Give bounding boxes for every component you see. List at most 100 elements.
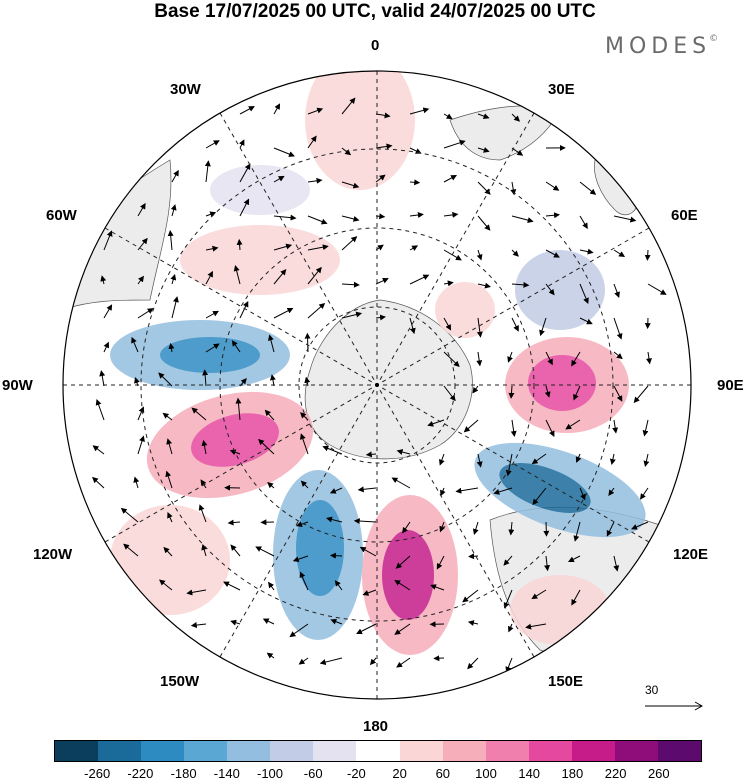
wind-vector <box>613 215 637 223</box>
wind-vector <box>165 470 173 489</box>
wind-vector <box>612 419 619 434</box>
colorbar-tick-label: -220 <box>127 766 154 781</box>
wind-vector <box>430 584 445 591</box>
vector-reference-label: 30 <box>645 683 659 697</box>
colorbar-cell <box>485 741 529 761</box>
wind-vector <box>409 317 416 335</box>
wind-vector <box>267 482 275 489</box>
wind-vector <box>396 449 411 455</box>
wind-vector <box>640 487 649 500</box>
colorbar-cell <box>184 741 228 761</box>
wind-vector <box>198 504 207 523</box>
wind-vector <box>341 236 358 251</box>
wind-vector <box>359 546 377 557</box>
wind-vector <box>369 657 377 666</box>
wind-vector <box>99 370 106 387</box>
wind-vector <box>427 419 445 427</box>
wind-vector <box>579 181 597 195</box>
wind-vector <box>235 397 242 421</box>
colorbar-tick-label: 20 <box>392 766 407 781</box>
wind-vector <box>443 317 452 331</box>
wind-vector <box>511 147 524 156</box>
wind-vector <box>341 311 363 319</box>
wind-vector <box>579 248 594 255</box>
wind-vector <box>409 107 430 115</box>
wind-vector <box>307 107 324 115</box>
colorbar-cell <box>98 741 142 761</box>
wind-vector <box>409 274 430 285</box>
wind-vector <box>298 657 309 665</box>
wind-vectors <box>92 97 667 673</box>
anomaly-neg-ne <box>515 250 605 330</box>
wind-vector <box>171 296 179 319</box>
wind-vector <box>511 215 534 224</box>
wind-vector <box>131 336 139 353</box>
lon-label-30e: 30E <box>548 81 575 98</box>
wind-vector <box>258 438 275 455</box>
wind-vector <box>268 581 275 591</box>
colorbar-cell <box>528 741 572 761</box>
wind-vector <box>462 589 479 603</box>
colorbar-tick-label: -100 <box>256 766 284 781</box>
wind-vector <box>166 438 173 455</box>
wind-vector <box>201 439 208 455</box>
colorbar-cell <box>227 741 271 761</box>
wind-vector <box>319 657 343 666</box>
wind-vector <box>205 140 220 149</box>
wind-vector <box>168 342 175 353</box>
wind-vector <box>239 106 255 115</box>
wind-vector <box>375 143 393 150</box>
wind-vector <box>443 351 460 367</box>
wind-vector <box>545 351 553 366</box>
anomaly-pos-n <box>305 71 415 190</box>
wind-vector <box>202 369 209 387</box>
wind-vector <box>137 435 145 455</box>
lon-label-150w: 150W <box>160 673 200 690</box>
wind-vector <box>409 212 424 218</box>
wind-vector <box>326 516 343 523</box>
lon-label-90w: 90W <box>2 377 33 394</box>
wind-vector <box>579 283 589 305</box>
wind-vector <box>568 555 581 563</box>
wind-vector <box>505 657 513 673</box>
wind-vector <box>329 487 343 494</box>
wind-vector <box>508 385 515 399</box>
wind-vector <box>463 419 479 433</box>
colorbar-tick-label: 140 <box>518 766 541 781</box>
wind-vector <box>223 581 241 591</box>
wind-vector <box>543 521 550 537</box>
wind-vector <box>239 301 249 319</box>
wind-vector <box>341 181 360 189</box>
wind-vector <box>477 215 491 231</box>
colorbar-tick-label: 220 <box>604 766 627 781</box>
colorbar-cell <box>657 741 701 761</box>
wind-vector <box>472 385 479 394</box>
wind-vector <box>443 175 457 183</box>
wind-vector <box>476 453 483 468</box>
wind-vector <box>292 555 309 563</box>
anomaly-pos-sse <box>510 575 610 645</box>
wind-vector <box>443 113 453 120</box>
wind-vector <box>545 181 560 191</box>
modes-logo: MODES© <box>605 34 718 59</box>
wind-vector <box>438 453 445 466</box>
wind-vector <box>455 487 479 494</box>
wind-vector <box>391 477 411 489</box>
wind-vector <box>476 249 483 261</box>
wind-vector <box>608 487 615 497</box>
colorbar-ticks: -260 -220 -180 -140 -100 -60 -20 20 60 100 140 180 2… <box>54 766 702 783</box>
wind-vector <box>532 487 547 506</box>
wind-vector <box>511 317 519 332</box>
wind-vector <box>613 283 620 298</box>
wind-vector <box>264 409 275 421</box>
wind-vector <box>545 283 555 296</box>
wind-vector <box>230 544 241 557</box>
wind-vector <box>163 546 173 557</box>
colorbar-cell <box>55 741 99 761</box>
wind-vector <box>231 340 241 353</box>
anomaly-neg-nnw <box>210 165 310 215</box>
wind-vector <box>296 521 309 528</box>
wind-vector <box>375 174 386 183</box>
colorbar-tick-label: 60 <box>435 766 451 781</box>
